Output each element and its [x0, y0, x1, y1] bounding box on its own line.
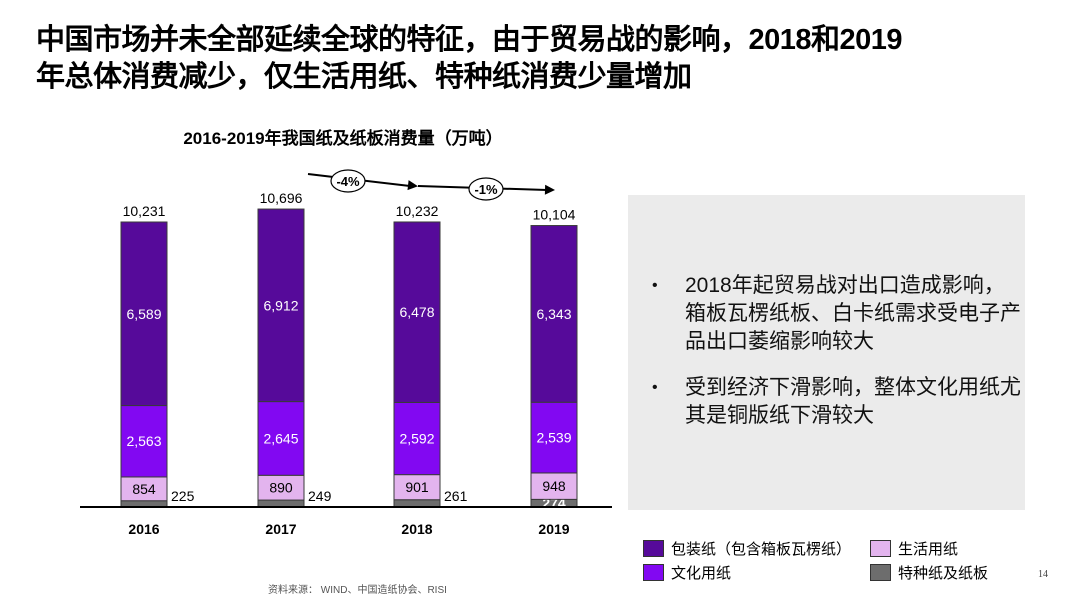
bullet-item: • 受到经济下滑影响，整体文化用纸尤其是铜版纸下滑较大: [652, 374, 1022, 430]
bar-segment-special: [393, 499, 441, 508]
bar-segment-culture: [393, 401, 441, 476]
data-label-culture: 2,645: [263, 430, 298, 446]
legend-label: 包装纸（包含箱板瓦楞纸）: [671, 540, 852, 558]
commentary-panel: [628, 195, 1025, 510]
total-label: 10,696: [260, 190, 303, 206]
bar-segment-household: [257, 474, 305, 501]
bar-segment-culture: [257, 401, 305, 476]
legend-swatch: [643, 563, 664, 581]
change-bubble: [330, 169, 366, 193]
legend-swatch: [870, 539, 891, 557]
change-bubble: [468, 177, 504, 201]
x-tick-label: 2019: [538, 521, 569, 537]
bar-segment-packaging: [393, 221, 441, 403]
legend-item-household: 生活用纸: [870, 538, 958, 558]
bullet-dot: •: [652, 277, 658, 294]
data-label-special: 225: [171, 488, 195, 504]
x-tick-label: 2018: [401, 521, 432, 537]
total-label: 10,231: [123, 203, 166, 219]
data-source: 资料来源： WIND、中国造纸协会、RISI: [268, 585, 447, 596]
commentary-bullets: • 2018年起贸易战对出口造成影响，箱板瓦楞纸板、白卡纸需求受电子产品出口萎缩…: [652, 272, 1022, 448]
chart-title: 2016-2019年我国纸及纸板消费量（万吨）: [183, 128, 502, 148]
data-label-packaging: 6,589: [126, 306, 161, 322]
data-label-packaging: 6,343: [536, 306, 571, 322]
slide-title: 中国市场并未全部延续全球的特征，由于贸易战的影响，2018和2019 年总体消费…: [36, 22, 1036, 96]
legend-item-packaging: 包装纸（包含箱板瓦楞纸）: [643, 538, 851, 558]
change-arrowhead: [407, 180, 418, 191]
data-label-household: 890: [269, 480, 293, 496]
title-line-1: 中国市场并未全部延续全球的特征，由于贸易战的影响，2018和2019: [36, 24, 903, 56]
bullet-text: 受到经济下滑影响，整体文化用纸尤其是铜版纸下滑较大: [685, 376, 1021, 427]
bar-segment-household: [393, 474, 441, 501]
bar-segment-packaging: [530, 225, 578, 403]
legend-label: 生活用纸: [898, 540, 959, 558]
legend-swatch: [870, 563, 891, 581]
page-number: 14: [1038, 569, 1048, 580]
data-label-special: 261: [444, 488, 468, 504]
chart-legend: 包装纸（包含箱板瓦楞纸） 生活用纸 文化用纸 特种纸及纸板: [643, 538, 988, 586]
total-label: 10,104: [533, 207, 576, 223]
bar-segment-household: [530, 472, 578, 500]
legend-item-culture: 文化用纸: [643, 562, 731, 582]
title-line-2: 年总体消费减少，仅生活用纸、特种纸消费少量增加: [36, 61, 692, 93]
change-arrowhead: [544, 184, 555, 195]
bullet-dot: •: [652, 379, 658, 396]
legend-item-special: 特种纸及纸板: [870, 562, 988, 582]
change-label: -1%: [474, 182, 498, 197]
bar-segment-special: [257, 499, 305, 508]
bar-segment-packaging: [120, 221, 168, 407]
legend-label: 特种纸及纸板: [898, 564, 989, 582]
data-label-packaging: 6,478: [399, 304, 434, 320]
data-label-special: 249: [308, 488, 332, 504]
x-tick-label: 2017: [265, 521, 296, 537]
data-label-household: 901: [405, 479, 429, 495]
total-label: 10,232: [396, 203, 439, 219]
bullet-item: • 2018年起贸易战对出口造成影响，箱板瓦楞纸板、白卡纸需求受电子产品出口萎缩…: [652, 272, 1022, 356]
bullet-text: 2018年起贸易战对出口造成影响，箱板瓦楞纸板、白卡纸需求受电子产品出口萎缩影响…: [685, 274, 1021, 353]
data-label-packaging: 6,912: [263, 297, 298, 313]
data-label-culture: 2,592: [399, 431, 434, 447]
legend-label: 文化用纸: [671, 564, 732, 582]
x-tick-label: 2016: [128, 521, 159, 537]
data-label-household: 948: [542, 478, 566, 494]
bar-segment-culture: [530, 401, 578, 474]
legend-swatch: [643, 539, 664, 557]
data-label-household: 854: [132, 481, 156, 497]
change-label: -4%: [336, 174, 360, 189]
data-label-culture: 2,563: [126, 433, 161, 449]
data-label-culture: 2,539: [536, 430, 571, 446]
bar-segment-culture: [120, 405, 168, 478]
bar-segment-packaging: [257, 208, 305, 403]
